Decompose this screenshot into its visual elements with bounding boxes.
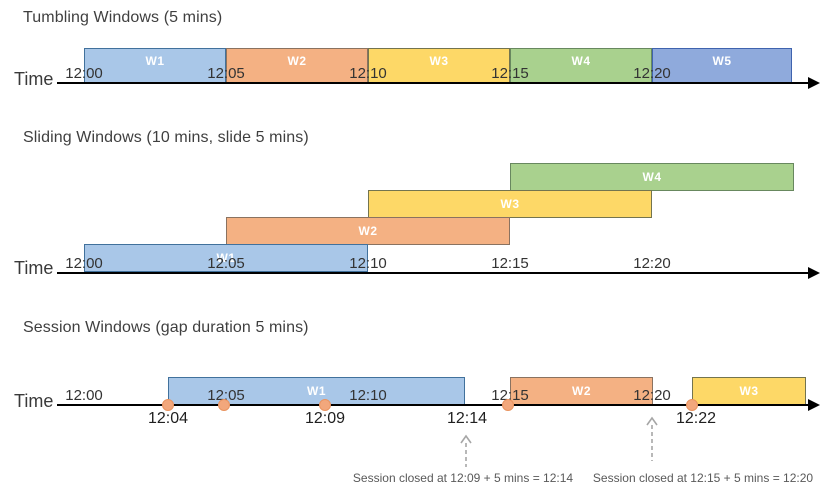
tick-label: 12:15	[491, 65, 529, 82]
tumbling-axis	[57, 82, 808, 84]
tick-label: 12:00	[65, 387, 103, 404]
window-box-tumbling-w3: W3	[368, 48, 510, 83]
event-time-label: 12:09	[304, 410, 346, 427]
session-axis	[57, 404, 808, 406]
tick-label: 12:05	[207, 387, 245, 404]
event-dot	[218, 399, 230, 411]
event-time-label: 12:14	[446, 410, 488, 427]
tick-label: 12:15	[491, 387, 529, 404]
tick-label: 12:05	[207, 65, 245, 82]
session-time-label: Time	[14, 391, 54, 411]
window-box-sliding-w1: W1	[84, 244, 368, 272]
event-time-label: 12:04	[147, 410, 189, 427]
window-label: W1	[216, 251, 236, 265]
window-box-sliding-w2: W2	[226, 217, 510, 245]
tick-label: 12:10	[349, 65, 387, 82]
session-close-annotation: Session closed at 12:09 + 5 mins = 12:14	[352, 471, 574, 485]
tick-label: 12:15	[491, 255, 529, 272]
session-close-annotation: Session closed at 12:15 + 5 mins = 12:20	[592, 471, 814, 485]
window-label: W3	[500, 197, 520, 211]
window-box-tumbling-w2: W2	[226, 48, 368, 83]
window-label: W3	[739, 384, 759, 398]
tick-label: 12:05	[207, 255, 245, 272]
event-dot	[502, 399, 514, 411]
window-label: W2	[287, 53, 307, 68]
window-label: W4	[642, 170, 662, 184]
tick-label: 12:20	[633, 255, 671, 272]
event-dot	[162, 399, 174, 411]
session-close-arrow-icon	[460, 434, 472, 467]
window-label: W2	[358, 224, 378, 238]
event-dot	[319, 399, 331, 411]
tick-label: 12:00	[65, 65, 103, 82]
tick-label: 12:20	[633, 387, 671, 404]
session-close-arrow-icon	[646, 416, 658, 461]
window-label: W4	[571, 53, 591, 68]
sliding-title: Sliding Windows (10 mins, slide 5 mins)	[23, 129, 309, 146]
tumbling-axis-arrow-icon	[808, 77, 820, 89]
window-box-sliding-w4: W4	[510, 163, 794, 191]
tick-label: 12:10	[349, 255, 387, 272]
sliding-axis-arrow-icon	[808, 267, 820, 279]
session-axis-arrow-icon	[808, 399, 820, 411]
tick-label: 12:20	[633, 65, 671, 82]
window-box-session-w2: W2	[510, 377, 653, 405]
window-box-tumbling-w1: W1	[84, 48, 226, 83]
window-box-tumbling-w5: W5	[652, 48, 792, 83]
sliding-time-label: Time	[14, 258, 54, 278]
window-box-sliding-w3: W3	[368, 190, 652, 218]
session-title: Session Windows (gap duration 5 mins)	[23, 319, 309, 336]
tick-label: 12:10	[349, 387, 387, 404]
window-label: W2	[572, 384, 591, 398]
event-dot	[686, 399, 698, 411]
window-label: W3	[429, 53, 449, 68]
window-label: W5	[712, 53, 732, 68]
sliding-axis	[57, 272, 808, 274]
arrow-head	[646, 416, 658, 426]
tumbling-time-label: Time	[14, 69, 54, 89]
window-box-session-w3: W3	[692, 377, 806, 405]
tick-label: 12:00	[65, 255, 103, 272]
tumbling-title: Tumbling Windows (5 mins)	[23, 9, 223, 26]
window-label: W1	[145, 53, 165, 68]
arrow-head	[460, 434, 472, 444]
window-box-tumbling-w4: W4	[510, 48, 652, 83]
window-label: W1	[307, 384, 326, 398]
event-time-label: 12:22	[675, 410, 717, 427]
